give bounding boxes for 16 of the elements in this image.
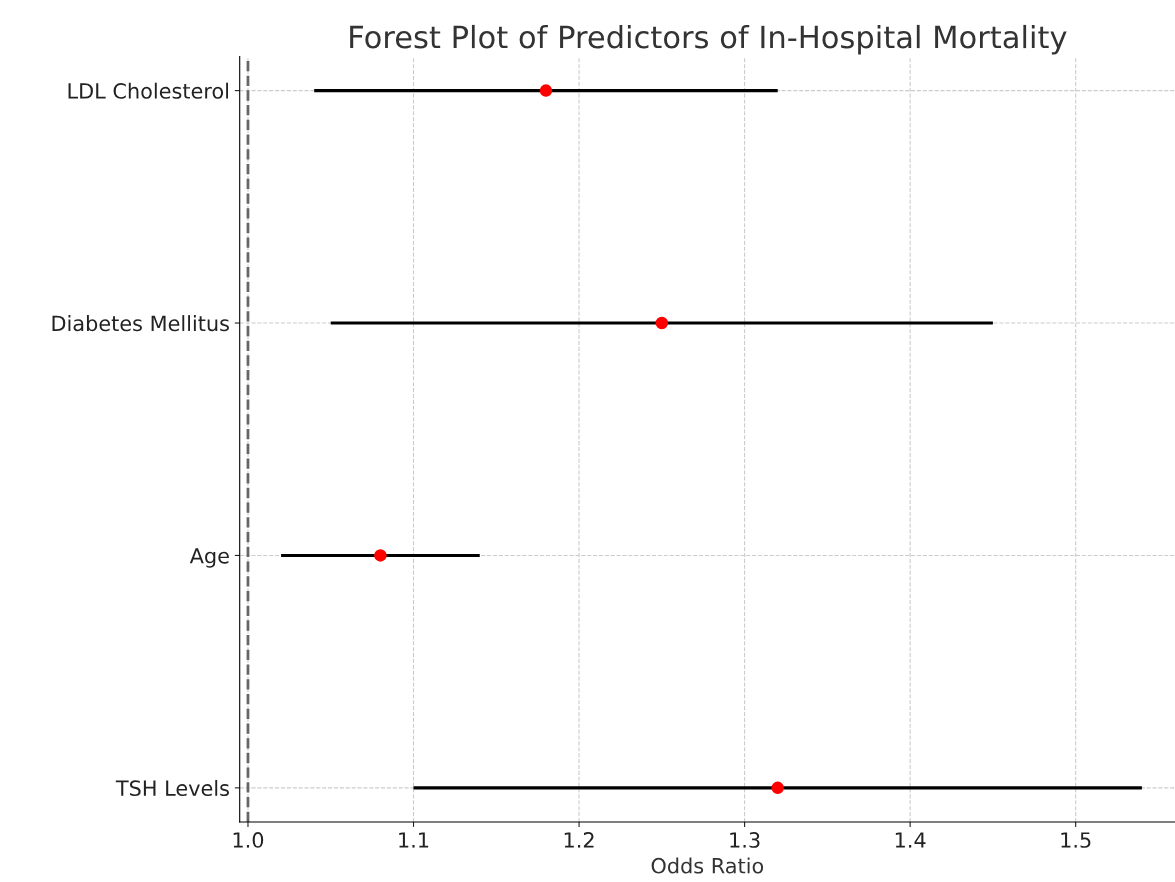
point xyxy=(655,316,669,330)
point xyxy=(771,781,784,795)
x-tick-label: 1.0 xyxy=(233,832,264,848)
x-tick-label: 1.3 xyxy=(730,832,760,848)
x-tick-label: 1.5 xyxy=(1061,832,1091,848)
chart-title: Forest Plot of Predictors of In-Hospital Mortality xyxy=(350,24,1067,55)
y-tick-label: Diabetes Mellitus xyxy=(52,315,229,332)
x-tick-label: 1.2 xyxy=(564,832,594,848)
point xyxy=(374,549,387,562)
y-tick-label: LDL Cholesterol xyxy=(68,82,229,99)
y-tick-label: Age xyxy=(189,548,229,568)
x-tick-label: 1.1 xyxy=(399,832,429,848)
y-tick-label: TSH Levels xyxy=(115,779,229,797)
x-axis-title: Odds Ratio xyxy=(651,857,764,874)
point xyxy=(539,84,553,97)
x-tick-label: 1.4 xyxy=(895,832,926,848)
